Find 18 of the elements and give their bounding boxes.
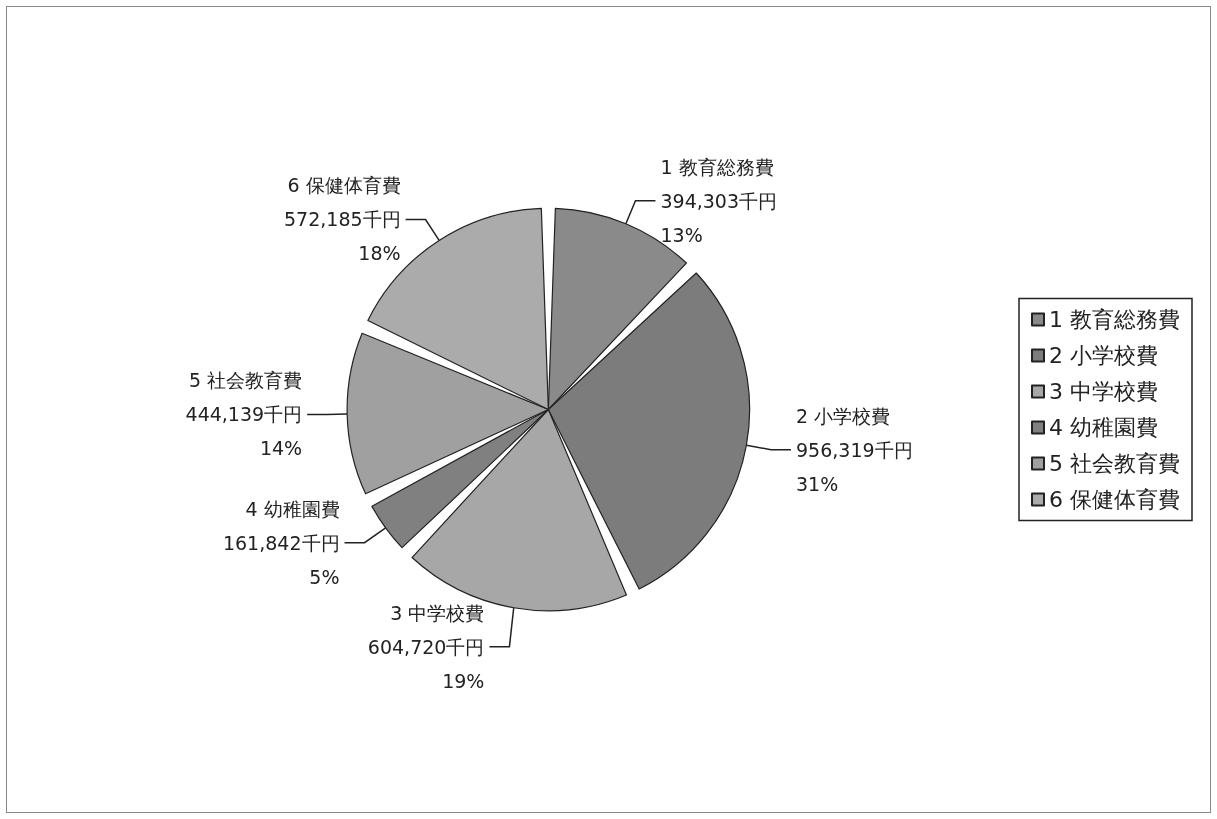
legend-label: 3 中学校費 [1049, 379, 1159, 404]
data-label: 444,139千円 14% [185, 403, 303, 460]
data-label: 572,185千円 18% [283, 208, 401, 265]
slice-label: 1 教育総務費 [660, 155, 774, 178]
legend-label: 4 幼稚園費 [1049, 415, 1159, 440]
data-label: 604,720千円 19% [367, 635, 485, 692]
legend-label: 1 教育総務費 [1049, 307, 1181, 332]
slice-label: 4 幼稚園費 [245, 497, 340, 520]
data-label: 161,842千円 5% [222, 531, 340, 588]
data-label: 394,303千円 13% [660, 189, 778, 246]
legend-label: 6 保健体育費 [1049, 487, 1181, 512]
slice-label: 6 保健体育費 [287, 174, 401, 197]
legend-label: 2 小学校費 [1049, 343, 1159, 368]
slice-label: 2 小学校費 [796, 404, 891, 427]
data-label: 956,319千円 31% [796, 438, 913, 495]
legend-label: 5 社会教育費 [1049, 451, 1181, 476]
slice-label: 3 中学校費 [390, 601, 485, 624]
slice-label: 5 社会教育費 [189, 369, 303, 392]
